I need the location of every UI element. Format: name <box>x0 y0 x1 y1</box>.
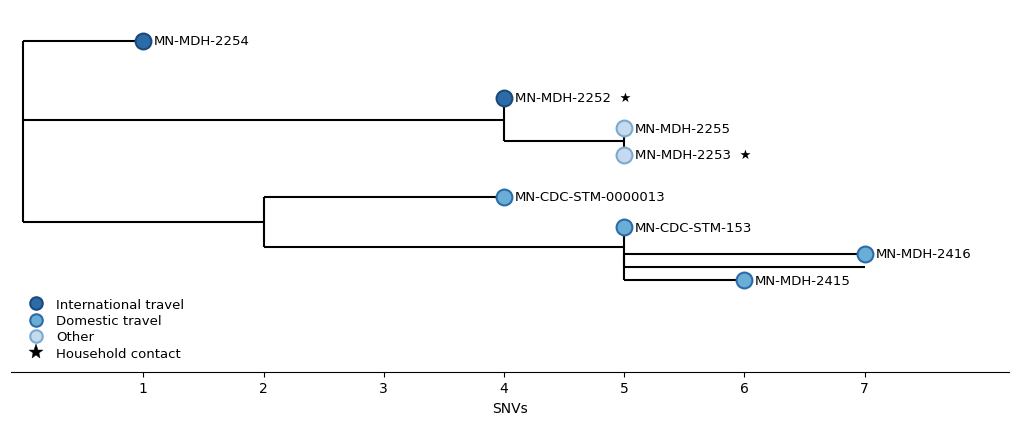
Point <box>615 125 632 132</box>
X-axis label: SNVs: SNVs <box>491 401 528 415</box>
Point <box>615 152 632 159</box>
Text: MN-CDC-STM-153: MN-CDC-STM-153 <box>635 221 752 234</box>
Text: MN-MDH-2252  ★: MN-MDH-2252 ★ <box>515 92 631 105</box>
Point <box>495 95 512 102</box>
Legend: International travel, Domestic travel, Other, Household contact: International travel, Domestic travel, O… <box>17 293 190 365</box>
Text: MN-CDC-STM-0000013: MN-CDC-STM-0000013 <box>515 190 665 204</box>
Point <box>495 194 512 201</box>
Text: MN-MDH-2254: MN-MDH-2254 <box>154 35 250 48</box>
Text: MN-MDH-2416: MN-MDH-2416 <box>874 248 970 261</box>
Point <box>736 277 752 284</box>
Text: MN-MDH-2253  ★: MN-MDH-2253 ★ <box>635 149 751 162</box>
Point <box>856 250 872 257</box>
Text: MN-MDH-2255: MN-MDH-2255 <box>635 122 731 135</box>
Point <box>136 38 152 45</box>
Point <box>615 224 632 231</box>
Text: MN-MDH-2415: MN-MDH-2415 <box>754 274 850 287</box>
